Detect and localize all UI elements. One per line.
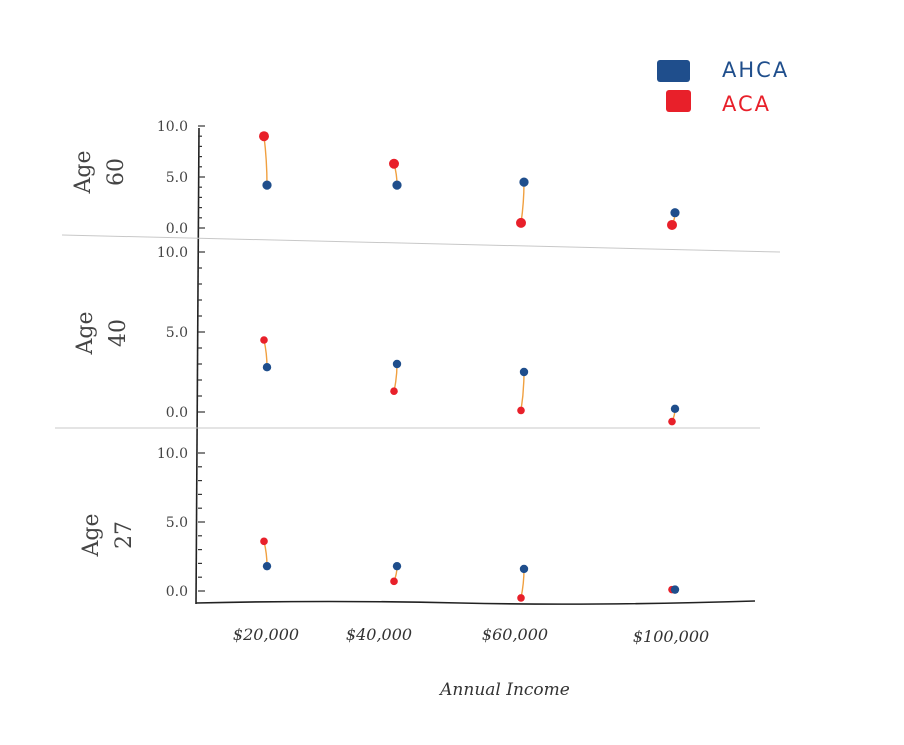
point-aca <box>389 158 399 169</box>
point-aca <box>517 594 525 602</box>
point-aca <box>260 537 268 546</box>
x-tick-label-100000: $100,000 <box>633 627 709 646</box>
panel-label-age-40: Age 40 <box>73 312 131 356</box>
x-axis-title: Annual Income <box>438 680 570 700</box>
y-ticks: 0.0 5.0 10.0 0.0 5.0 10.0 0.0 5.0 10.0 <box>157 119 205 600</box>
x-tick-label-60000: $60,000 <box>482 625 548 644</box>
point-ahca <box>670 585 680 594</box>
connector-line <box>520 568 525 599</box>
panel-label-age-27-line1: Age <box>79 514 104 558</box>
y-tick-label: 5.0 <box>166 515 188 531</box>
data-marks <box>259 131 680 602</box>
x-axis <box>195 600 756 605</box>
y-tick-label: 0.0 <box>166 584 188 600</box>
legend: AHCA ACA <box>657 58 789 116</box>
point-aca <box>668 417 676 426</box>
legend-swatch-ahca <box>657 60 690 82</box>
connector-line <box>520 182 525 224</box>
legend-label-ahca: AHCA <box>722 58 789 82</box>
y-tick-label: 0.0 <box>166 221 188 237</box>
x-tick-label-20000: $20,000 <box>233 625 299 644</box>
point-aca <box>259 131 269 142</box>
panel-label-age-27: Age 27 <box>79 514 137 558</box>
panel-label-age-60-line1: Age <box>71 151 96 195</box>
point-ahca <box>262 180 272 190</box>
point-aca <box>667 219 677 230</box>
x-tick-label-40000: $40,000 <box>346 625 412 644</box>
point-aca <box>260 336 268 344</box>
panel-label-age-60-line2: 60 <box>104 158 129 186</box>
connector-line <box>263 136 268 186</box>
y-tick-label: 10.0 <box>157 245 188 261</box>
point-ahca <box>262 363 272 372</box>
panel-label-age-40-line1: Age <box>73 312 98 356</box>
point-ahca <box>670 208 680 218</box>
panel-label-age-40-line2: 40 <box>106 319 131 347</box>
legend-label-aca: ACA <box>722 92 771 116</box>
y-axis <box>195 127 200 605</box>
point-aca <box>390 577 398 586</box>
point-ahca <box>519 564 529 574</box>
point-aca <box>516 217 526 228</box>
point-ahca <box>519 367 529 377</box>
point-ahca <box>392 180 402 190</box>
point-aca <box>517 406 525 415</box>
panel-label-age-60: Age 60 <box>71 151 129 195</box>
y-tick-label: 10.0 <box>157 446 188 462</box>
connector-line <box>520 371 525 411</box>
point-ahca <box>392 561 402 571</box>
point-ahca <box>392 359 402 369</box>
y-tick-label: 5.0 <box>166 170 188 186</box>
y-tick-label: 5.0 <box>166 325 188 341</box>
point-aca <box>390 387 398 396</box>
legend-swatch-aca <box>666 90 691 112</box>
y-tick-label: 0.0 <box>166 405 188 421</box>
point-ahca <box>262 561 272 571</box>
point-ahca <box>519 177 529 187</box>
panel-label-age-27-line2: 27 <box>112 521 137 549</box>
panel-divider-top <box>61 234 781 253</box>
y-tick-label: 10.0 <box>157 119 188 135</box>
point-ahca <box>670 404 680 413</box>
